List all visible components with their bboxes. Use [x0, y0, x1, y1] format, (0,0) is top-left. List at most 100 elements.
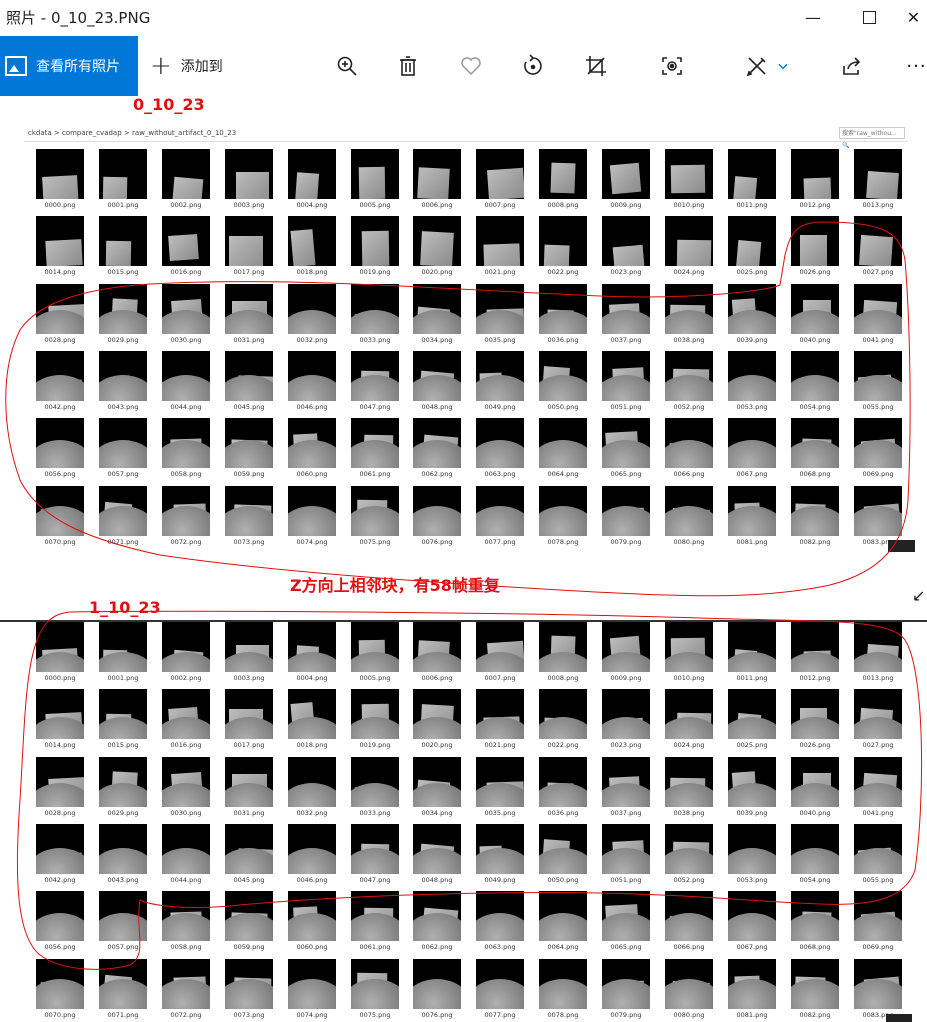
thumbnail-image[interactable] — [99, 959, 147, 1009]
thumbnail-image[interactable] — [539, 216, 587, 266]
thumbnail-image[interactable] — [288, 351, 336, 401]
thumbnail-image[interactable] — [288, 622, 336, 672]
thumbnail-image[interactable] — [413, 149, 461, 199]
thumbnail-image[interactable] — [413, 689, 461, 739]
thumbnail-image[interactable] — [162, 757, 210, 807]
crop-button[interactable] — [582, 52, 610, 80]
thumbnail-image[interactable] — [351, 959, 399, 1009]
thumbnail-image[interactable] — [728, 351, 776, 401]
thumbnail-image[interactable] — [36, 351, 84, 401]
thumbnail-image[interactable] — [99, 216, 147, 266]
thumbnail-image[interactable] — [99, 824, 147, 874]
thumbnail-image[interactable] — [539, 689, 587, 739]
thumbnail-image[interactable] — [476, 216, 524, 266]
thumbnail-image[interactable] — [225, 351, 273, 401]
thumbnail-image[interactable] — [854, 689, 902, 739]
thumbnail-image[interactable] — [162, 959, 210, 1009]
thumbnail-image[interactable] — [413, 824, 461, 874]
thumbnail-image[interactable] — [602, 891, 650, 941]
thumbnail-image[interactable] — [665, 418, 713, 468]
thumbnail-image[interactable] — [162, 622, 210, 672]
thumbnail-image[interactable] — [288, 284, 336, 334]
thumbnail-image[interactable] — [602, 622, 650, 672]
thumbnail-image[interactable] — [225, 689, 273, 739]
thumbnail-image[interactable] — [476, 959, 524, 1009]
thumbnail-image[interactable] — [854, 418, 902, 468]
thumbnail-image[interactable] — [225, 757, 273, 807]
thumbnail-image[interactable] — [539, 891, 587, 941]
thumbnail-image[interactable] — [665, 149, 713, 199]
thumbnail-image[interactable] — [99, 284, 147, 334]
thumbnail-image[interactable] — [854, 486, 902, 536]
thumbnail-image[interactable] — [665, 351, 713, 401]
thumbnail-image[interactable] — [854, 216, 902, 266]
thumbnail-image[interactable] — [351, 418, 399, 468]
thumbnail-image[interactable] — [413, 959, 461, 1009]
thumbnail-image[interactable] — [162, 149, 210, 199]
thumbnail-image[interactable] — [288, 689, 336, 739]
thumbnail-image[interactable] — [539, 418, 587, 468]
thumbnail-image[interactable] — [854, 824, 902, 874]
thumbnail-image[interactable] — [728, 757, 776, 807]
thumbnail-image[interactable] — [728, 486, 776, 536]
thumbnail-image[interactable] — [476, 284, 524, 334]
thumbnail-image[interactable] — [99, 891, 147, 941]
edit-draw-button[interactable] — [743, 52, 771, 80]
thumbnail-image[interactable] — [288, 216, 336, 266]
thumbnail-image[interactable] — [476, 418, 524, 468]
thumbnail-image[interactable] — [351, 689, 399, 739]
thumbnail-image[interactable] — [665, 622, 713, 672]
thumbnail-image[interactable] — [728, 959, 776, 1009]
thumbnail-image[interactable] — [36, 418, 84, 468]
thumbnail-image[interactable] — [476, 757, 524, 807]
thumbnail-image[interactable] — [854, 891, 902, 941]
thumbnail-image[interactable] — [351, 757, 399, 807]
thumbnail-image[interactable] — [602, 959, 650, 1009]
thumbnail-image[interactable] — [99, 418, 147, 468]
thumbnail-image[interactable] — [162, 824, 210, 874]
thumbnail-image[interactable] — [351, 486, 399, 536]
thumbnail-image[interactable] — [413, 418, 461, 468]
thumbnail-image[interactable] — [476, 622, 524, 672]
thumbnail-image[interactable] — [728, 689, 776, 739]
thumbnail-image[interactable] — [225, 486, 273, 536]
add-to-button[interactable]: + 添加到 — [150, 36, 223, 96]
thumbnail-image[interactable] — [99, 351, 147, 401]
thumbnail-image[interactable] — [665, 284, 713, 334]
thumbnail-image[interactable] — [791, 351, 839, 401]
thumbnail-image[interactable] — [288, 486, 336, 536]
thumbnail-image[interactable] — [413, 486, 461, 536]
thumbnail-image[interactable] — [728, 149, 776, 199]
thumbnail-image[interactable] — [791, 149, 839, 199]
thumbnail-image[interactable] — [791, 891, 839, 941]
thumbnail-image[interactable] — [99, 486, 147, 536]
thumbnail-image[interactable] — [791, 622, 839, 672]
thumbnail-image[interactable] — [602, 689, 650, 739]
thumbnail-image[interactable] — [602, 486, 650, 536]
thumbnail-image[interactable] — [36, 891, 84, 941]
thumbnail-image[interactable] — [36, 757, 84, 807]
thumbnail-image[interactable] — [413, 622, 461, 672]
close-button[interactable]: ✕ — [900, 0, 927, 34]
thumbnail-image[interactable] — [539, 149, 587, 199]
thumbnail-image[interactable] — [36, 149, 84, 199]
thumbnail-image[interactable] — [539, 824, 587, 874]
thumbnail-image[interactable] — [225, 284, 273, 334]
thumbnail-image[interactable] — [539, 284, 587, 334]
favorite-button[interactable] — [457, 52, 485, 80]
thumbnail-image[interactable] — [476, 824, 524, 874]
more-button[interactable]: ··· — [906, 52, 927, 80]
thumbnail-image[interactable] — [288, 418, 336, 468]
thumbnail-image[interactable] — [728, 418, 776, 468]
thumbnail-image[interactable] — [413, 284, 461, 334]
share-button[interactable] — [838, 52, 866, 80]
thumbnail-image[interactable] — [791, 959, 839, 1009]
thumbnail-image[interactable] — [791, 824, 839, 874]
thumbnail-image[interactable] — [728, 284, 776, 334]
thumbnail-image[interactable] — [225, 824, 273, 874]
thumbnail-image[interactable] — [162, 216, 210, 266]
thumbnail-image[interactable] — [413, 757, 461, 807]
delete-button[interactable] — [394, 52, 422, 80]
thumbnail-image[interactable] — [665, 891, 713, 941]
thumbnail-image[interactable] — [791, 757, 839, 807]
